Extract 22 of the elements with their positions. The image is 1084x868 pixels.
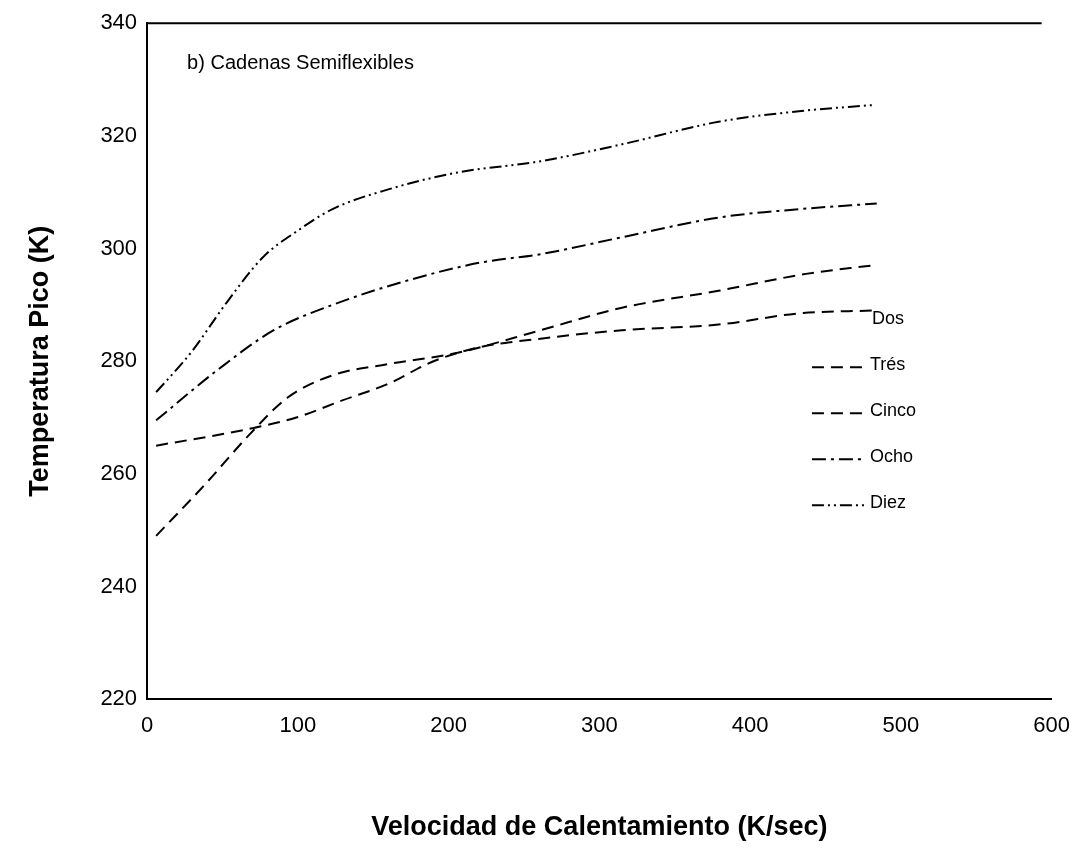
y-tick-label: 300 xyxy=(100,234,138,260)
y-tick-label: 220 xyxy=(100,685,138,711)
legend-label: Cinco xyxy=(869,400,916,421)
legend-label: Trés xyxy=(869,354,906,375)
x-tick-label: 300 xyxy=(581,712,618,738)
x-tick-label: 600 xyxy=(1033,712,1071,738)
x-tick-label: 500 xyxy=(882,712,920,738)
x-axis-title: Velocidad de Calentamiento (K/sec) xyxy=(371,811,828,842)
legend-title: Dos xyxy=(871,308,904,329)
y-tick-label: 260 xyxy=(100,459,138,485)
x-tick-label: 400 xyxy=(731,712,769,738)
x-tick-label: 200 xyxy=(430,712,467,738)
y-axis-title: Temperatura Pico (K) xyxy=(23,225,54,497)
legend-label: Ocho xyxy=(869,446,913,467)
legend-label: Diez xyxy=(869,492,906,513)
x-tick-label: 100 xyxy=(279,712,317,738)
y-tick-label: 240 xyxy=(100,572,138,598)
y-tick-label: 280 xyxy=(100,347,138,373)
y-tick-label: 320 xyxy=(100,121,138,147)
x-tick-label: 0 xyxy=(140,712,154,738)
annotation: b) Cadenas Semiflexibles xyxy=(187,50,414,73)
y-tick-label: 340 xyxy=(100,9,138,35)
